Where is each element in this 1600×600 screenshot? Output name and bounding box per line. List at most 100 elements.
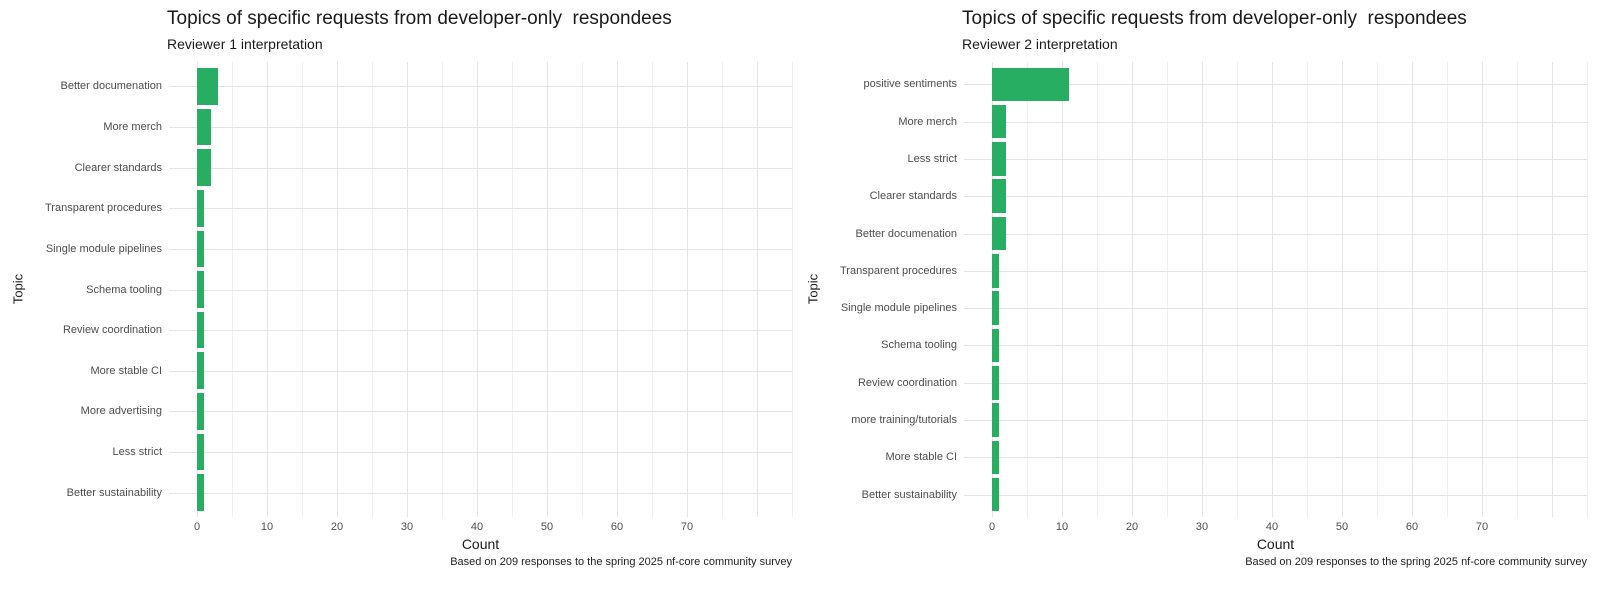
bar (197, 474, 204, 511)
category-label: More advertising (80, 405, 162, 418)
row-gridline (169, 492, 792, 494)
category-label: more training/tutorials (851, 414, 957, 427)
bar (197, 68, 218, 105)
bar (992, 328, 999, 363)
x-tick-label: 20 (330, 521, 344, 533)
x-axis-title: Count (461, 536, 500, 552)
row-gridline (169, 330, 792, 332)
row-gridline (964, 494, 1587, 496)
category-label: Better sustainability (66, 486, 162, 499)
x-tick-label: 40 (1265, 521, 1279, 533)
x-tick-label: 10 (260, 521, 274, 533)
row-gridline (964, 158, 1587, 160)
minor-gridline (1517, 62, 1518, 517)
category-label: Better documenation (855, 227, 957, 240)
bar (992, 104, 1006, 139)
category-label: Transparent procedures (840, 264, 957, 277)
row-gridline (964, 121, 1587, 123)
row-gridline (169, 370, 792, 372)
chart-caption: Based on 209 responses to the spring 202… (450, 556, 792, 568)
bar (197, 352, 204, 390)
bar (992, 142, 1006, 176)
major-gridline (1132, 62, 1133, 517)
category-label: Single module pipelines (45, 242, 162, 255)
category-label: More stable CI (885, 451, 957, 464)
bar (197, 271, 204, 308)
category-label: Schema tooling (881, 339, 957, 352)
minor-gridline (1167, 62, 1168, 517)
chart-reviewer-1: Topics of specific requests from develop… (0, 0, 795, 600)
plot-panel: Better documenation More merch Clearer sta… (45, 62, 793, 533)
category-label: Clearer standards (74, 161, 162, 174)
category-label: Review coordination (857, 376, 957, 389)
chart-title: Topics of specific requests from develop… (167, 8, 672, 29)
category-label: More stable CI (90, 364, 162, 377)
row-gridline (169, 167, 792, 169)
category-label: Less strict (112, 446, 162, 458)
bar (992, 365, 999, 400)
bar (197, 311, 204, 349)
x-axis-title: Count (1256, 536, 1295, 552)
row-gridline (169, 127, 792, 128)
chart-subtitle: Reviewer 2 interpretation (962, 36, 1118, 52)
bar (197, 433, 204, 471)
x-tick-label: 60 (1405, 521, 1419, 533)
minor-gridline (1587, 62, 1588, 517)
bar (992, 403, 999, 437)
category-label: Less strict (907, 152, 957, 165)
bar (197, 230, 204, 268)
x-tick-label: 40 (470, 521, 484, 533)
row-gridline (169, 411, 792, 413)
row-gridline (169, 452, 792, 453)
bar (992, 179, 1006, 214)
category-label: Schema tooling (86, 283, 162, 296)
minor-gridline (1377, 62, 1378, 517)
row-gridline (964, 270, 1587, 272)
minor-gridline (792, 62, 793, 517)
minor-gridline (1237, 62, 1238, 517)
chart-reviewer-2: Topics of specific requests from develop… (795, 0, 1600, 600)
major-gridline (1552, 62, 1553, 517)
row-gridline (964, 382, 1587, 384)
major-gridline (1412, 62, 1413, 517)
category-label: Transparent procedures (45, 202, 162, 215)
x-tick-label: 70 (680, 521, 694, 533)
row-gridline (964, 345, 1587, 347)
x-tick-label: 70 (1475, 521, 1489, 533)
major-gridline (1342, 62, 1343, 517)
bar (992, 440, 999, 475)
chart-caption: Based on 209 responses to the spring 202… (1245, 556, 1587, 568)
category-label: More merch (103, 121, 162, 133)
category-label: Better sustainability (861, 488, 957, 501)
y-axis-title: Topic (10, 273, 26, 305)
x-tick-label: 0 (193, 521, 201, 533)
y-axis-title: Topic (805, 273, 821, 305)
row-gridline (964, 196, 1587, 198)
row-gridline (169, 248, 792, 250)
major-gridline (1272, 62, 1273, 517)
major-gridline (1482, 62, 1483, 517)
bar (197, 393, 204, 430)
row-gridline (169, 86, 792, 88)
major-gridline (992, 62, 993, 517)
x-tick-label: 0 (988, 521, 996, 533)
row-gridline (964, 420, 1587, 422)
bar (992, 254, 999, 288)
row-gridline (169, 289, 792, 291)
bar (197, 189, 204, 227)
x-tick-label: 60 (610, 521, 624, 533)
major-gridline (1062, 62, 1063, 517)
major-gridline (1202, 62, 1203, 517)
bar (992, 291, 999, 325)
minor-gridline (1447, 62, 1448, 517)
minor-gridline (1027, 62, 1028, 517)
bar (197, 149, 211, 186)
category-label: More merch (898, 115, 957, 128)
minor-gridline (1307, 62, 1308, 517)
x-tick-label: 20 (1125, 521, 1139, 533)
x-tick-label: 10 (1055, 521, 1069, 533)
category-label: Review coordination (62, 324, 162, 337)
chart-subtitle: Reviewer 1 interpretation (167, 36, 323, 52)
bar (197, 108, 211, 146)
row-gridline (169, 208, 792, 210)
